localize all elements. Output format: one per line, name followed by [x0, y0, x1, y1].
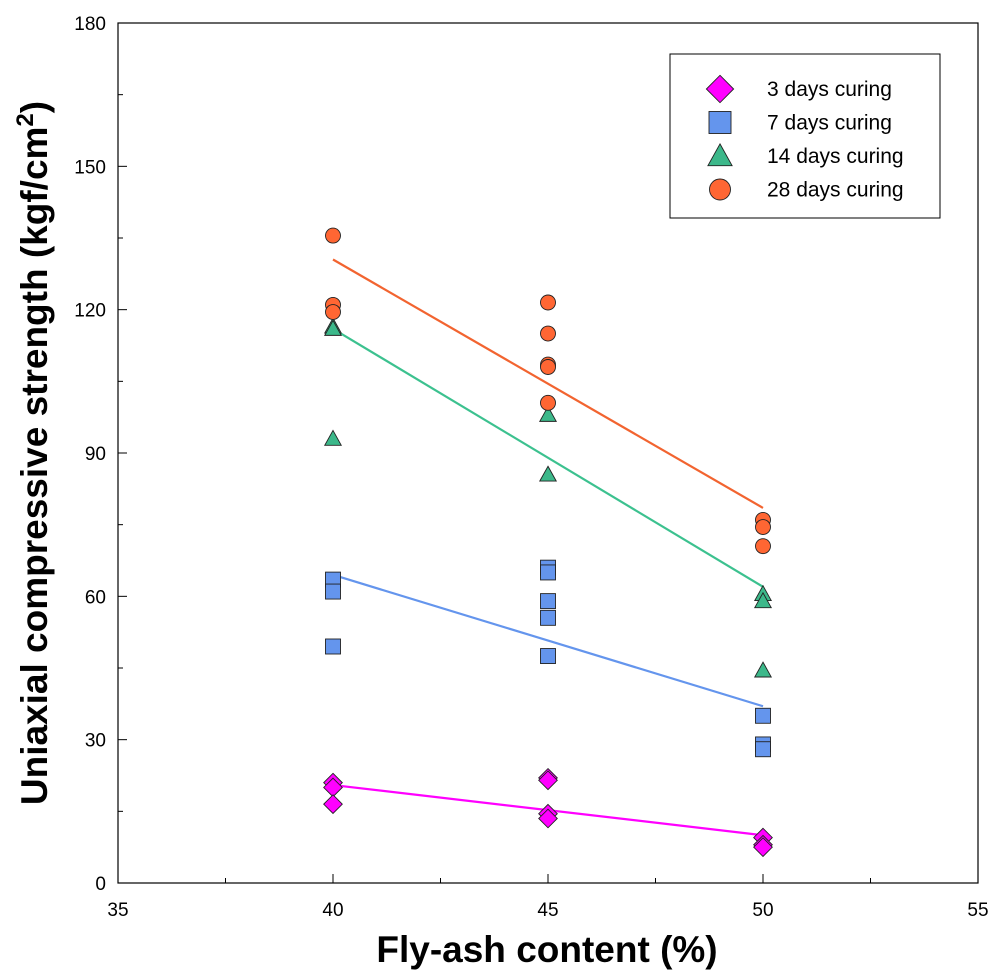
legend-marker	[705, 74, 735, 104]
data-point	[538, 808, 558, 829]
axes: 0 30 60 90 120 150 180 35 40 45 50 55	[74, 14, 988, 921]
data-point	[325, 583, 341, 600]
data-point	[323, 794, 343, 815]
legend-label: 7 days curing	[767, 112, 892, 135]
data-point	[755, 519, 771, 536]
y-tick-label: 180	[74, 14, 106, 35]
data-point	[540, 359, 556, 375]
legend-label: 14 days curing	[767, 145, 904, 168]
data-point	[755, 741, 771, 758]
y-tick-label: 30	[85, 731, 106, 752]
data-point	[540, 564, 556, 581]
y-tick-label: 150	[74, 157, 106, 178]
data-point	[323, 429, 343, 446]
legend-label: 3 days curing	[767, 78, 892, 101]
data-point	[540, 394, 556, 411]
data-point	[540, 609, 556, 626]
data-point	[753, 661, 773, 678]
data-point	[540, 593, 556, 610]
y-tick-label: 120	[74, 301, 106, 322]
y-tick-label: 0	[95, 874, 106, 895]
data-point	[540, 648, 556, 665]
data-point	[540, 325, 556, 342]
x-tick-label: 35	[107, 900, 128, 921]
y-tick-label: 60	[85, 587, 106, 608]
data-point	[323, 319, 343, 336]
trend-line	[332, 573, 764, 708]
x-tick-label: 40	[322, 900, 343, 921]
legend-marker	[708, 111, 732, 134]
fit-lines	[332, 258, 764, 837]
data-point	[755, 707, 771, 724]
data-point	[538, 770, 558, 791]
data-point	[753, 837, 773, 858]
data-point	[540, 294, 556, 311]
legend-label: 28 days curing	[767, 179, 904, 202]
legend: 3 days curing 7 days curing 14 days curing…	[669, 53, 941, 219]
x-tick-label: 50	[752, 900, 773, 921]
y-tick-label: 90	[85, 444, 106, 465]
x-tick-label: 55	[967, 900, 988, 921]
data-point	[753, 591, 773, 609]
data-point	[538, 405, 558, 422]
x-tick-label: 45	[537, 900, 558, 921]
data-point	[325, 638, 341, 655]
data-point	[325, 227, 341, 244]
legend-marker	[709, 178, 731, 201]
y-axis-title: Uniaxial compressive strength (kgf/cm2)	[12, 101, 55, 805]
data-point	[538, 465, 558, 482]
x-axis-title: Fly-ash content (%)	[376, 929, 717, 970]
trend-line	[332, 258, 764, 509]
data-point	[325, 304, 341, 321]
data-points	[323, 227, 773, 858]
data-point	[755, 538, 771, 555]
trend-line	[332, 327, 764, 588]
legend-marker	[707, 142, 733, 167]
